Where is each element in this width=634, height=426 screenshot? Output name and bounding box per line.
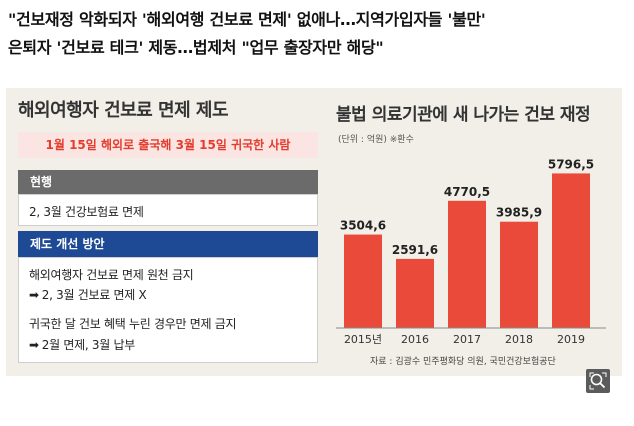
headline-line-2: 은퇴자 '건보료 테크' 제동…법제처 "업무 출장자만 해당"	[8, 38, 384, 57]
category-label: 2019	[557, 333, 585, 346]
improve-box: 해외여행자 건보료 면제 원천 금지 ➡ 2, 3월 건보료 면제 X 귀국한 달…	[18, 257, 318, 363]
improve-line-4: ➡ 2월 면제, 3월 납부	[29, 336, 135, 353]
bar-value-label: 3985,9	[496, 206, 542, 220]
current-header: 현행	[18, 170, 318, 194]
chart-title: 불법 의료기관에 새 나가는 건보 재정	[336, 105, 591, 125]
arrow-icon: ➡	[29, 338, 39, 352]
zoom-button[interactable]	[586, 369, 610, 393]
improve-line-2: ➡ 2, 3월 건보료 면제 X	[29, 286, 147, 303]
category-label: 2015년	[344, 333, 382, 346]
current-text: 2, 3월 건강보험료 면제	[29, 205, 144, 219]
zoom-icon	[589, 372, 607, 390]
panel-title: 해외여행자 건보료 면제 제도	[18, 100, 229, 121]
bar-value-label: 3504,6	[340, 219, 386, 233]
bar-2	[448, 200, 486, 328]
bar-value-label: 2591,6	[392, 243, 438, 257]
current-box: 2, 3월 건강보험료 면제	[18, 194, 318, 226]
improve-line-2-text: 2, 3월 건보료 면제 X	[41, 288, 147, 302]
bar-0	[344, 234, 382, 328]
bar-3	[500, 221, 538, 328]
bar-value-label: 5796,5	[548, 157, 594, 171]
infographic: 해외여행자 건보료 면제 제도 1월 15일 해외로 출국해 3월 15일 귀국…	[6, 88, 622, 376]
chart-source: 자료 : 김광수 민주평화당 의원, 국민건강보험공단	[370, 357, 556, 367]
category-label: 2016	[401, 333, 429, 346]
bar-4	[552, 173, 590, 328]
bar-value-label: 4770,5	[444, 185, 490, 199]
improve-line-3: 귀국한 달 건보 혜택 누린 경우만 면제 금지	[29, 317, 237, 331]
bar-chart: 3504,6 2015년 2591,6 2016 4770,5 2017 3985,9 201…	[336, 157, 606, 346]
chart-unit: (단위 : 억원) ※환수	[338, 135, 414, 145]
improve-line-4-text: 2월 면제, 3월 납부	[41, 338, 135, 352]
category-label: 2018	[505, 333, 533, 346]
arrow-icon: ➡	[29, 288, 39, 302]
improve-line-1: 해외여행자 건보료 면제 원천 금지	[29, 268, 194, 282]
improve-header: 제도 개선 방안	[18, 231, 318, 257]
panel-subtitle: 1월 15일 해외로 출국해 3월 15일 귀국한 사람	[18, 132, 318, 158]
headline-line-1: "건보재정 악화되자 '해외여행 건보료 면제' 없애나…지역가입자들 '불만'	[8, 10, 486, 29]
category-label: 2017	[453, 333, 481, 346]
bar-1	[396, 258, 434, 328]
